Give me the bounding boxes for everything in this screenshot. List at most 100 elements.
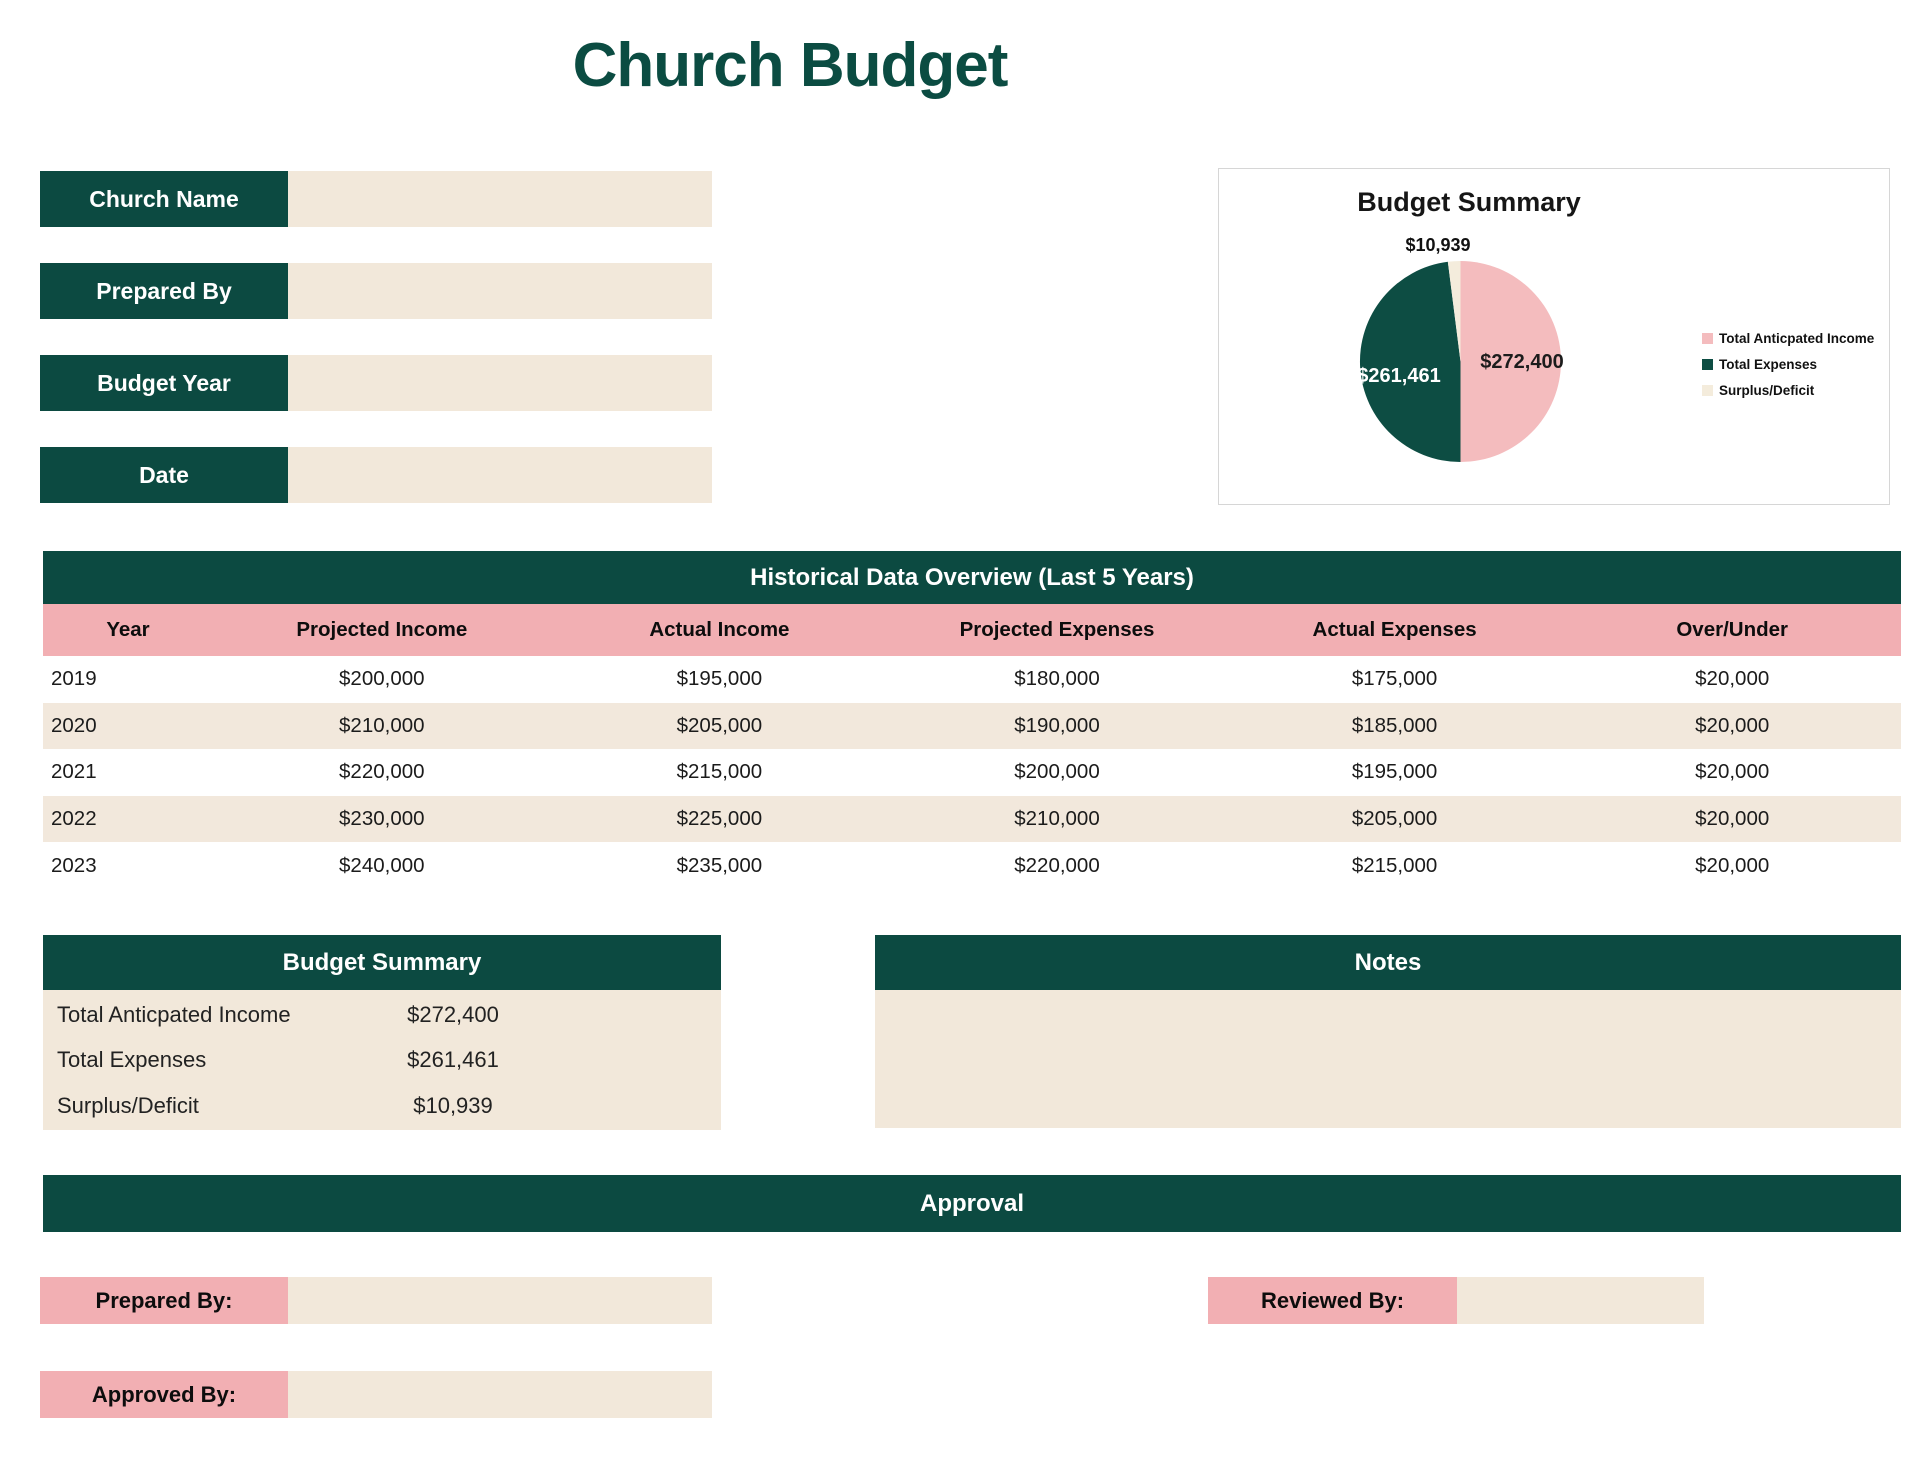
notes-title: Notes xyxy=(875,935,1901,990)
cell-year: 2023 xyxy=(51,853,97,877)
form-row-date: Date xyxy=(40,447,712,503)
cell-over-under: $20,000 xyxy=(1695,667,1770,691)
cell-year: 2019 xyxy=(51,667,97,691)
cell-actual-income: $215,000 xyxy=(676,760,763,784)
cell-year: 2020 xyxy=(51,713,97,737)
cell-actual-expenses: $175,000 xyxy=(1351,667,1438,691)
cell-actual-expenses: $185,000 xyxy=(1351,713,1438,737)
legend-swatch-expenses xyxy=(1702,359,1713,370)
legend-item-income: Total Anticpated Income xyxy=(1702,331,1874,346)
table-row-2021: 2021 $220,000 $215,000 $200,000 $195,000… xyxy=(43,749,1901,796)
reviewed-by-signature-field[interactable] xyxy=(1457,1277,1704,1324)
cell-year: 2022 xyxy=(51,807,97,831)
legend-swatch-income xyxy=(1702,333,1713,344)
cell-over-under: $20,000 xyxy=(1695,760,1770,784)
legend-label-expenses: Total Expenses xyxy=(1719,357,1818,372)
approved-by-signature-field[interactable] xyxy=(288,1371,712,1418)
col-header-over-under: Over/Under xyxy=(1676,618,1789,641)
table-row-2020: 2020 $210,000 $205,000 $190,000 $185,000… xyxy=(43,702,1901,750)
legend-label-income: Total Anticpated Income xyxy=(1719,331,1875,346)
legend-label-surplus: Surplus/Deficit xyxy=(1719,383,1815,398)
pie-value-surplus-deficit: $10,939 xyxy=(1405,235,1471,255)
reviewed-by-signature-label: Reviewed By: xyxy=(1208,1277,1457,1324)
col-header-year: Year xyxy=(106,618,150,641)
historical-data-title: Historical Data Overview (Last 5 Years) xyxy=(43,551,1901,604)
cell-year: 2021 xyxy=(51,760,97,784)
table-row-2022: 2022 $230,000 $225,000 $210,000 $205,000… xyxy=(43,795,1901,843)
chart-title: Budget Summary xyxy=(1357,187,1581,217)
date-field[interactable] xyxy=(288,447,712,503)
historical-data-header-row: Year Projected Income Actual Income Proj… xyxy=(43,604,1901,656)
summary-value-expenses: $261,461 xyxy=(407,1047,499,1073)
summary-value-surplus: $10,939 xyxy=(413,1092,493,1118)
budget-summary-body: Total Anticpated Income $272,400 Total E… xyxy=(43,990,721,1130)
summary-row-expenses: Total Expenses $261,461 xyxy=(43,1038,721,1084)
summary-label-surplus: Surplus/Deficit xyxy=(57,1092,199,1118)
cell-projected-income: $200,000 xyxy=(339,667,425,691)
cell-actual-expenses: $205,000 xyxy=(1351,807,1438,831)
table-row-2019: 2019 $200,000 $195,000 $180,000 $175,000… xyxy=(43,656,1901,703)
page-title: Church Budget xyxy=(572,31,1009,100)
cell-actual-income: $225,000 xyxy=(676,807,763,831)
summary-row-income: Total Anticpated Income $272,400 xyxy=(43,992,721,1038)
historical-data-section: Historical Data Overview (Last 5 Years) … xyxy=(43,551,1901,889)
prepared-by-field[interactable] xyxy=(288,263,712,319)
approval-row-approved-by: Approved By: xyxy=(40,1371,712,1418)
date-label: Date xyxy=(40,447,288,503)
cell-projected-expenses: $200,000 xyxy=(1014,760,1100,784)
form-row-budget-year: Budget Year xyxy=(40,355,712,411)
budget-year-label: Budget Year xyxy=(40,355,288,411)
approved-by-signature-label: Approved By: xyxy=(40,1371,288,1418)
approval-row-prepared-by: Prepared By: xyxy=(40,1277,712,1324)
form-row-church-name: Church Name xyxy=(40,171,712,227)
cell-projected-expenses: $220,000 xyxy=(1014,853,1100,877)
legend-swatch-surplus xyxy=(1702,385,1713,396)
cell-projected-expenses: $180,000 xyxy=(1014,667,1100,691)
summary-value-income: $272,400 xyxy=(407,1001,499,1027)
cell-projected-expenses: $190,000 xyxy=(1014,713,1100,737)
budget-summary-title: Budget Summary xyxy=(43,935,721,990)
cell-projected-income: $210,000 xyxy=(339,713,425,737)
budget-year-field[interactable] xyxy=(288,355,712,411)
cell-projected-expenses: $210,000 xyxy=(1014,807,1100,831)
cell-over-under: $20,000 xyxy=(1695,807,1770,831)
pie-slice-total-anticpated-income xyxy=(1460,261,1561,462)
pie-slice-surplus-deficit xyxy=(1447,261,1461,362)
cell-actual-income: $195,000 xyxy=(676,667,763,691)
table-row-2023: 2023 $240,000 $235,000 $220,000 $215,000… xyxy=(43,842,1901,889)
col-header-actual-income: Actual Income xyxy=(649,618,790,641)
summary-label-expenses: Total Expenses xyxy=(57,1047,207,1073)
summary-row-surplus: Surplus/Deficit $10,939 xyxy=(43,1083,721,1129)
summary-label-income: Total Anticpated Income xyxy=(57,1001,291,1027)
cell-projected-income: $220,000 xyxy=(339,760,425,784)
prepared-by-signature-field[interactable] xyxy=(288,1277,712,1324)
cell-actual-income: $205,000 xyxy=(676,713,763,737)
notes-section: Notes xyxy=(875,935,1901,1128)
budget-summary-section: Budget Summary Total Anticpated Income $… xyxy=(43,935,721,1130)
cell-over-under: $20,000 xyxy=(1695,713,1770,737)
approval-title: Approval xyxy=(43,1175,1901,1232)
cell-projected-income: $230,000 xyxy=(339,807,425,831)
chart-legend: Total Anticpated Income Total Expenses S… xyxy=(1702,331,1874,409)
cell-actual-income: $235,000 xyxy=(676,853,763,877)
budget-summary-chart-card: Budget Summary $10,939 $272,400 $261,461… xyxy=(1218,168,1890,505)
pie-value-total-expenses: $261,461 xyxy=(1357,365,1441,387)
cell-projected-income: $240,000 xyxy=(339,853,425,877)
col-header-projected-income: Projected Income xyxy=(296,618,468,641)
notes-field[interactable] xyxy=(875,990,1901,1128)
form-row-prepared-by: Prepared By xyxy=(40,263,712,319)
legend-item-expenses: Total Expenses xyxy=(1702,357,1874,372)
budget-summary-pie-chart xyxy=(1359,261,1561,462)
prepared-by-label: Prepared By xyxy=(40,263,288,319)
prepared-by-signature-label: Prepared By: xyxy=(40,1277,288,1324)
church-name-label: Church Name xyxy=(40,171,288,227)
pie-value-total-anticpated-income: $272,400 xyxy=(1480,351,1564,373)
legend-item-surplus: Surplus/Deficit xyxy=(1702,383,1874,398)
cell-over-under: $20,000 xyxy=(1695,853,1770,877)
cell-actual-expenses: $195,000 xyxy=(1351,760,1438,784)
approval-row-reviewed-by: Reviewed By: xyxy=(1208,1277,1704,1324)
pie-slice-total-expenses xyxy=(1359,261,1461,462)
col-header-actual-expenses: Actual Expenses xyxy=(1312,618,1477,641)
church-name-field[interactable] xyxy=(288,171,712,227)
